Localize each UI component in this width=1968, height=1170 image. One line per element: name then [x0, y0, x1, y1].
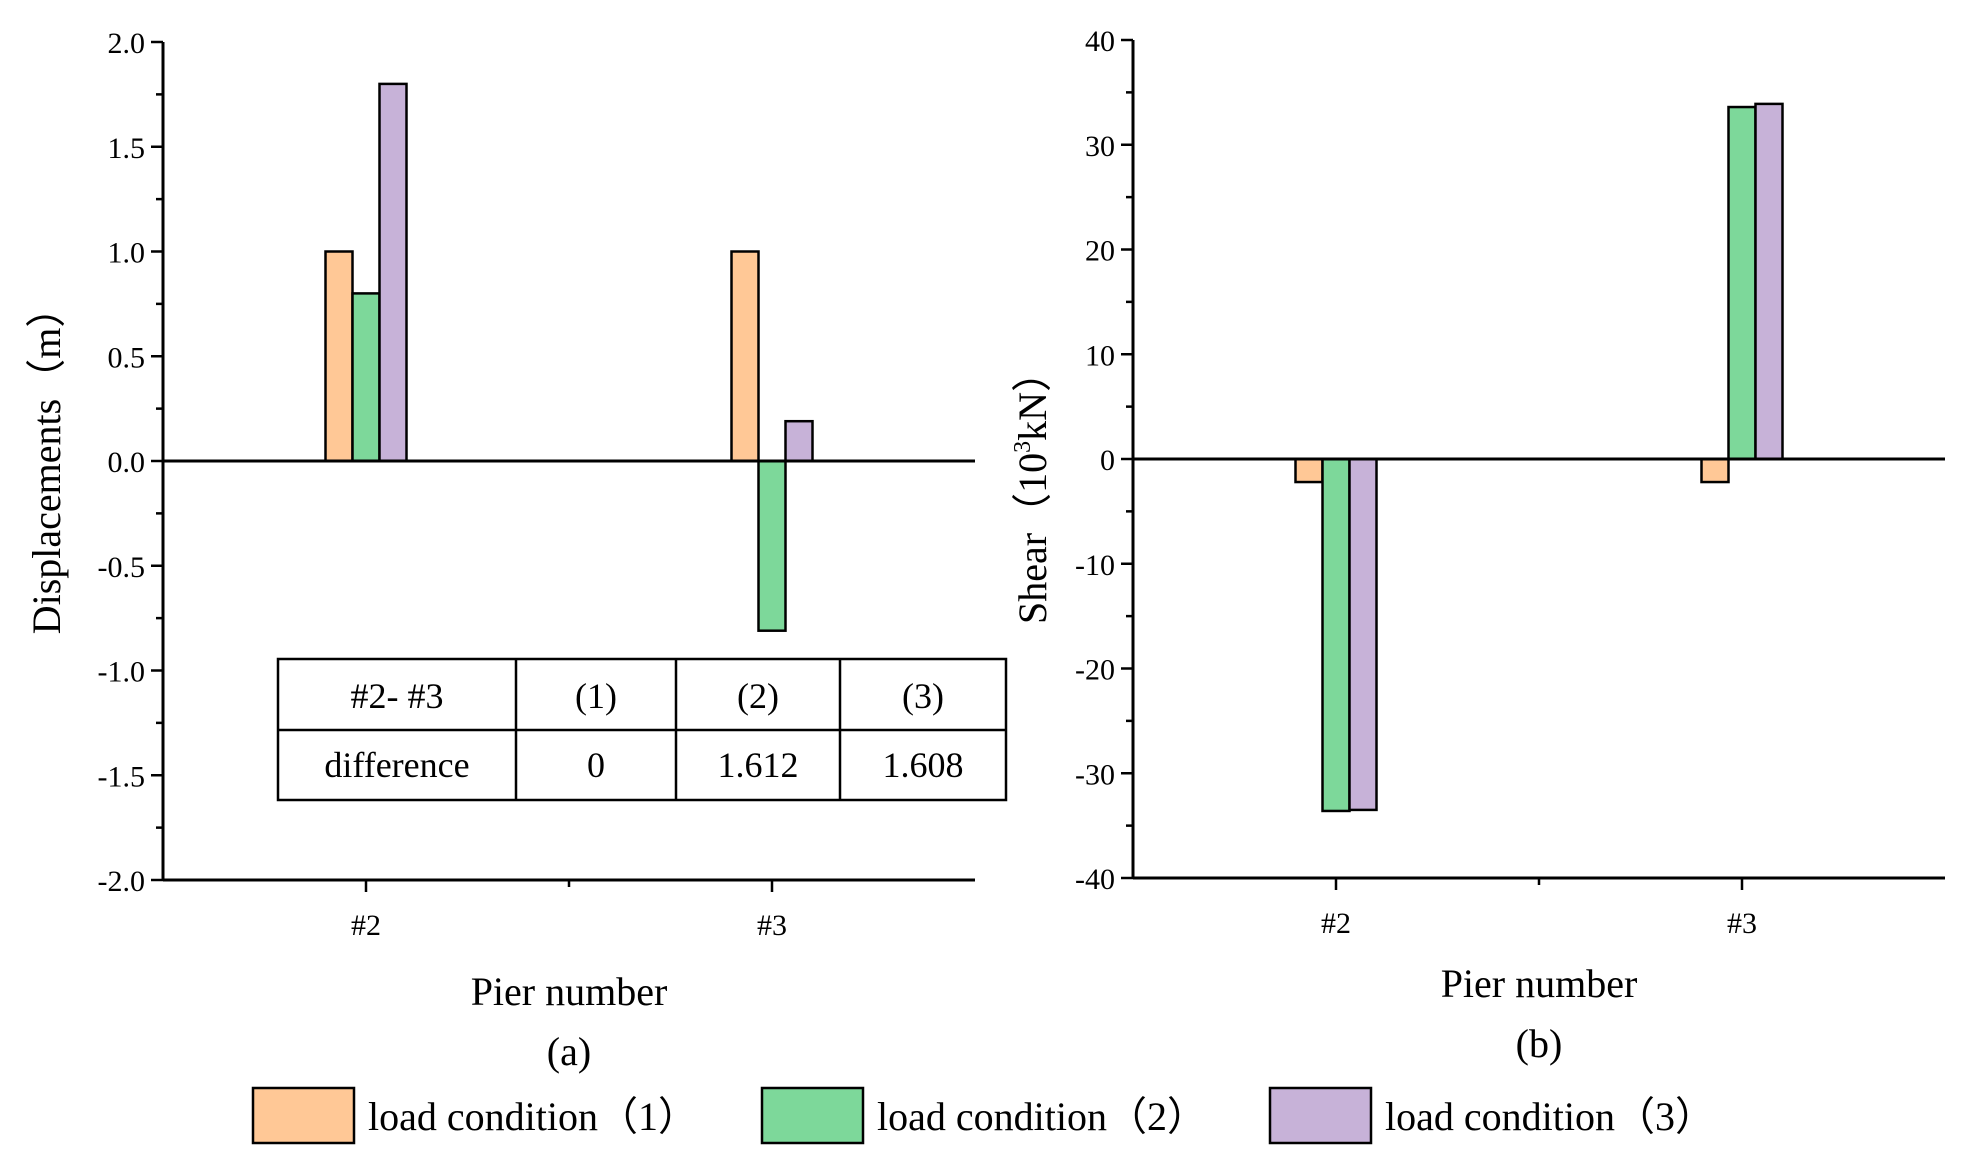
y-tick-label: -40 [1075, 863, 1115, 896]
panel-a-x-ticks: #2 #3 [351, 880, 787, 942]
y-tick-label: -1.0 [98, 656, 146, 689]
y-tick-label: 1.0 [108, 237, 146, 270]
table-cell: 0 [587, 745, 605, 785]
bar-series-3-pier2 [1348, 457, 1378, 812]
panel-a-caption: (a) [547, 1029, 591, 1074]
bar-series-2-pier2 [351, 292, 381, 463]
table-header-cell: (1) [575, 676, 617, 716]
panel-b-xlabel: Pier number [1441, 961, 1638, 1006]
legend-swatch-1 [251, 1086, 356, 1145]
y-tick-label: 30 [1085, 130, 1115, 163]
panel-b-caption: (b) [1516, 1021, 1563, 1066]
y-tick-label: -30 [1075, 758, 1115, 791]
y-tick-label: 20 [1085, 235, 1115, 268]
table-cell: 1.608 [883, 745, 964, 785]
y-tick-label: 10 [1085, 339, 1115, 372]
panel-b-ylabel: Shear（103kN） [1010, 352, 1055, 624]
y-tick-label: 0.0 [108, 446, 146, 479]
panel-b-bars [1294, 102, 1784, 813]
panel-a-inset-table: #2- #3 (1) (2) (3) difference 0 1.612 1.… [276, 657, 1008, 802]
bar-series-3-pier3 [1754, 102, 1784, 461]
y-tick-label: -1.5 [98, 760, 146, 793]
table-header-cell: #2- #3 [351, 676, 444, 716]
y-tick-label: -0.5 [98, 551, 146, 584]
bar-series-1-pier2 [324, 250, 354, 463]
table-cell: difference [324, 745, 469, 785]
panel-b-y-ticks: -40 -30 -20 -10 0 10 20 30 40 [1075, 25, 1133, 896]
bar-series-2-pier3 [1727, 105, 1757, 461]
y-tick-label: 0 [1100, 444, 1115, 477]
panel-a-xlabel: Pier number [471, 969, 668, 1014]
panel-a-y-ticks: -2.0 -1.5 -1.0 -0.5 0.0 0.5 1.0 1.5 2.0 [98, 27, 163, 898]
legend-label-2: load condition（2） [877, 1094, 1207, 1139]
panel-a-chart: -2.0 -1.5 -1.0 -0.5 0.0 0.5 1.0 1.5 2.0 #2 #3 Dis… [24, 27, 1008, 1074]
y-tick-label: -2.0 [98, 865, 146, 898]
table-header-cell: (2) [737, 676, 779, 716]
bar-series-2-pier3 [757, 459, 787, 632]
y-tick-label: -10 [1075, 549, 1115, 582]
bar-series-3-pier2 [378, 82, 408, 463]
bar-series-3-pier3 [784, 419, 814, 463]
panel-a-bars [324, 82, 814, 632]
y-tick-label: 2.0 [108, 27, 146, 60]
panel-a-ylabel: Displacements（m） [24, 288, 69, 635]
table-cell: 1.612 [718, 745, 799, 785]
y-tick-label: 40 [1085, 25, 1115, 58]
x-tick-label: #2 [1321, 907, 1351, 940]
y-tick-label: -20 [1075, 654, 1115, 687]
panel-b-x-ticks: #2 #3 [1321, 878, 1757, 940]
y-tick-label: 0.5 [108, 341, 146, 374]
x-tick-label: #2 [351, 909, 381, 942]
bar-series-1-pier3 [730, 250, 760, 463]
bar-series-2-pier2 [1321, 457, 1351, 813]
legend-label-1: load condition（1） [368, 1094, 698, 1139]
y-tick-label: 1.5 [108, 132, 146, 165]
bar-series-1-pier2 [1294, 457, 1324, 484]
x-tick-label: #3 [757, 909, 787, 942]
bar-series-1-pier3 [1700, 457, 1730, 484]
legend-label-3: load condition（3） [1385, 1094, 1715, 1139]
legend-swatch-2 [760, 1086, 865, 1145]
legend-swatch-3 [1268, 1086, 1373, 1145]
x-tick-label: #3 [1727, 907, 1757, 940]
table-header-cell: (3) [902, 676, 944, 716]
legend: load condition（1） load condition（2） load… [251, 1086, 1715, 1145]
